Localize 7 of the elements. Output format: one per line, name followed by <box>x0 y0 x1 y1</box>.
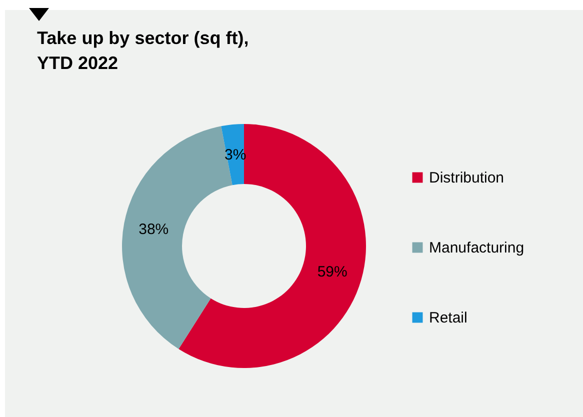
legend-label: Retail <box>429 310 468 326</box>
data-label: 38% <box>138 220 169 238</box>
data-label: 59% <box>317 264 348 281</box>
legend-label: Distribution <box>429 170 504 186</box>
legend-label: Manufacturing <box>429 240 524 256</box>
chart-title: Take up by sector (sq ft), YTD 2022 <box>37 28 249 73</box>
donut-slice <box>178 124 366 368</box>
